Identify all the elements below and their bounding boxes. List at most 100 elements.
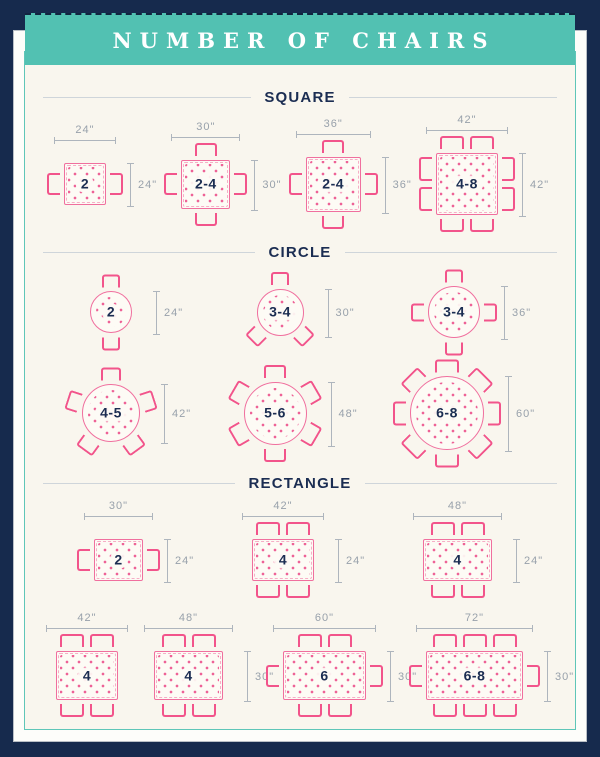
chair-icon <box>527 664 540 687</box>
table-rect: 4 <box>252 539 314 581</box>
dimension-line <box>416 625 533 632</box>
chair-row <box>423 522 492 539</box>
dimension-width: 36" <box>295 117 371 138</box>
table-diagram: 48" 4 24" <box>406 500 542 598</box>
seat-count-label: 5-6 <box>259 404 291 422</box>
chair-row <box>181 142 230 160</box>
dimension-line <box>273 625 376 632</box>
table-square: 2-4 <box>181 159 231 209</box>
chair-row <box>366 651 383 700</box>
table-rect: 4 <box>56 651 118 700</box>
header-band: NUMBER OF CHAIRS <box>25 13 575 65</box>
dimension-label: 72" <box>464 612 485 624</box>
chair-icon <box>164 173 178 195</box>
divider-line <box>43 483 236 484</box>
dimension-label: 60" <box>314 612 335 624</box>
dimension-height: 30" <box>324 288 354 338</box>
dimension-line <box>144 625 233 632</box>
chair-icon <box>488 401 501 425</box>
chair-row <box>436 215 498 232</box>
table-stage: 2 24" <box>77 522 193 598</box>
table-stage: 4-5 42" <box>64 367 190 459</box>
chair-row <box>426 634 523 651</box>
seat-count-label: 3-4 <box>264 303 296 321</box>
dimension-width: 24" <box>54 124 116 144</box>
seat-count-label: 6-8 <box>458 667 491 684</box>
table-row: 2 24" 3-4 30" 3-4 36" <box>25 269 575 355</box>
dimension-height: 24" <box>513 539 542 583</box>
table-stage: 2 24" <box>47 146 156 222</box>
section-rectangle: RECTANGLE 30" 2 24" 42" 4 24" 48" 4 24" 42" 4 48" 4 30… <box>25 475 575 717</box>
table-circle: 3-4 <box>428 286 480 338</box>
table-stage: 4 <box>39 634 135 717</box>
chair-icon <box>256 522 280 535</box>
chair-icon <box>234 173 248 195</box>
dimension-label: 36" <box>512 307 532 319</box>
dimension-height: 24" <box>153 291 182 335</box>
table-stage: 3-4 30" <box>240 271 354 353</box>
seat-count-label: 2-4 <box>189 175 222 193</box>
table-circle: 6-8 <box>410 376 484 450</box>
dimension-width: 48" <box>144 612 233 632</box>
seat-count-label: 6-8 <box>431 404 463 422</box>
chair-icon <box>60 704 84 717</box>
chair-icon <box>191 634 216 647</box>
seat-count-label: 3-4 <box>438 303 470 321</box>
outer-margin-panel: SQUARE 24" 2 24" 30" 2-4 30" 36" 2-4 36" 42" 4-8 42"… <box>13 30 587 742</box>
table-diagram: 30" 2 24" <box>77 500 193 598</box>
dimension-line <box>413 513 502 520</box>
chair-icon <box>409 664 422 687</box>
chair-icon <box>432 634 457 647</box>
chair-icon <box>501 187 515 211</box>
table-row: 42" 4 48" 4 30" 60" 6 30" 72" 6-8 30" <box>25 612 575 717</box>
chair-icon <box>139 389 158 413</box>
chair-icon <box>393 401 406 425</box>
dimension-label: 42" <box>457 114 477 126</box>
section-title: CIRCLE <box>268 244 332 261</box>
chair-icon <box>501 157 515 181</box>
table-diagram: 36" 2-4 36" <box>288 117 411 229</box>
table-circle: 4-5 <box>82 384 140 442</box>
chair-row <box>181 209 230 226</box>
dimension-label: 24" <box>524 555 544 567</box>
chair-icon <box>327 634 352 647</box>
chair-row <box>56 634 118 651</box>
chair-icon <box>194 142 217 156</box>
dimension-label: 30" <box>398 670 418 683</box>
dimension-height: 30" <box>244 651 273 702</box>
dimension-label: 24" <box>164 307 184 319</box>
chair-row <box>409 651 426 700</box>
dimension-label: 36" <box>323 117 343 130</box>
seat-count-label: 4-5 <box>95 404 127 422</box>
chair-icon <box>462 704 487 717</box>
table-stage: 2-4 36" <box>288 139 411 229</box>
chair-icon <box>60 634 84 647</box>
section-heading: SQUARE <box>25 89 575 106</box>
chair-icon <box>286 585 310 598</box>
chair-icon <box>77 549 90 571</box>
section-square: SQUARE 24" 2 24" 30" 2-4 30" 36" 2-4 36" 42" 4-8 42" <box>25 89 575 232</box>
dimension-height: 60" <box>505 376 534 452</box>
dimension-height: 42" <box>518 153 548 217</box>
table-stage: 6-8 60" <box>393 359 534 467</box>
dimension-width: 30" <box>84 500 153 520</box>
page-title: NUMBER OF CHAIRS <box>112 27 496 53</box>
table-circle: 2 <box>90 291 132 333</box>
chair-icon <box>297 704 322 717</box>
dimension-height: 36" <box>381 156 411 214</box>
divider-line <box>344 252 558 253</box>
table-diagram: 30" 2-4 30" <box>164 121 280 226</box>
chair-icon <box>64 389 83 413</box>
dimension-line <box>242 513 324 520</box>
table-diagram: 4-5 42" <box>64 367 190 459</box>
chair-icon <box>430 522 455 535</box>
chair-icon <box>288 173 302 195</box>
dimension-width: 48" <box>413 500 502 520</box>
table-diagram: 3-4 36" <box>411 269 530 355</box>
section-circle: CIRCLE 2 24" 3-4 30" 3-4 36" 4-5 42" 5-6 48" 6-8 60" <box>25 244 575 467</box>
chair-icon <box>101 367 121 380</box>
chair-icon <box>322 139 345 153</box>
dimension-label: 48" <box>447 500 468 512</box>
chair-icon <box>445 269 463 282</box>
